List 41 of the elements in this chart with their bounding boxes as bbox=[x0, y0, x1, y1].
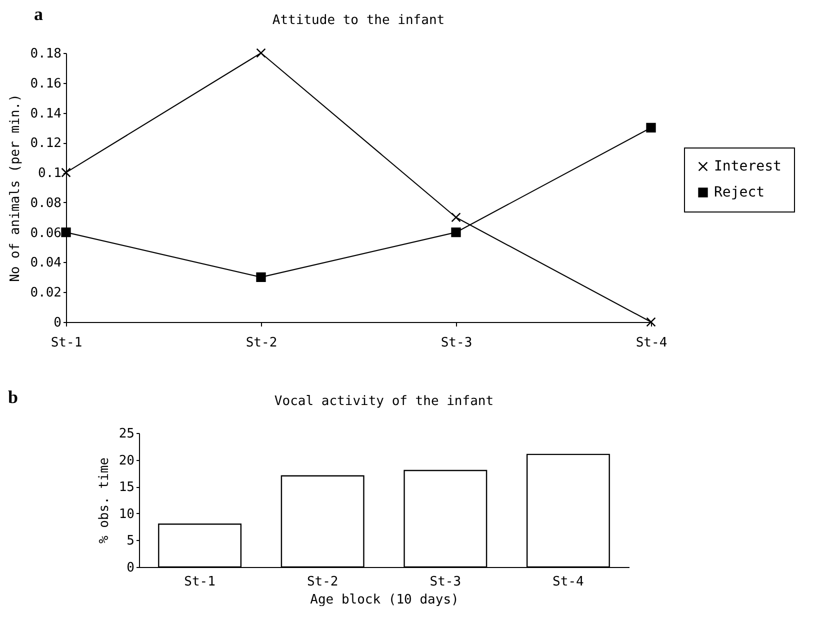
text: a bbox=[34, 4, 43, 24]
y-tick-label: 0.1 bbox=[38, 166, 62, 182]
chart-title: Vocal activity of the infant bbox=[274, 394, 494, 409]
point bbox=[646, 317, 656, 327]
y-tick-label: 0.08 bbox=[30, 196, 62, 211]
legend-label: Reject bbox=[714, 184, 765, 200]
y-tick-label: 15 bbox=[118, 480, 134, 496]
y-tick-label: 0 bbox=[126, 560, 134, 576]
x-tick-label: St-3 bbox=[440, 336, 472, 350]
y-tick-label: 0.06 bbox=[30, 226, 62, 241]
point bbox=[646, 122, 656, 133]
x-tick-label: St-2 bbox=[246, 336, 278, 350]
point bbox=[256, 48, 266, 58]
chart-title: Attitude to the infant bbox=[272, 13, 445, 28]
y-tick-label: 0.12 bbox=[30, 136, 62, 152]
point bbox=[451, 212, 461, 222]
y-axis-title: % obs. time bbox=[96, 457, 112, 544]
y-tick-label: 10 bbox=[118, 506, 134, 522]
y-tick-label: 0.16 bbox=[30, 76, 62, 92]
x-tick-label: St-1 bbox=[50, 336, 82, 350]
x-tick-label: St-2 bbox=[306, 574, 338, 590]
point bbox=[61, 228, 71, 238]
y-tick-label: 5 bbox=[126, 534, 134, 549]
legend-label: Interest bbox=[714, 158, 782, 174]
x-tick-label: St-3 bbox=[430, 574, 462, 590]
point bbox=[256, 272, 266, 282]
y-tick-label: 0.04 bbox=[30, 256, 62, 271]
y-tick-label: 0.14 bbox=[30, 106, 62, 122]
y-tick-label: 0.02 bbox=[30, 286, 62, 301]
point bbox=[451, 228, 461, 238]
x-axis-title: Age block (10 days) bbox=[310, 592, 459, 608]
y-axis-title: No of animals (per min.) bbox=[8, 94, 24, 282]
x-tick-label: St-1 bbox=[184, 574, 216, 590]
y-tick-label: 0 bbox=[54, 316, 62, 330]
y-tick-label: 0.18 bbox=[30, 46, 62, 62]
y-tick-label: 25 bbox=[118, 426, 134, 442]
text: b bbox=[8, 387, 18, 407]
y-tick-label: 20 bbox=[118, 453, 134, 468]
point bbox=[61, 168, 71, 178]
x-tick-label: St-4 bbox=[552, 574, 584, 590]
x-tick-label: St-4 bbox=[636, 336, 668, 350]
